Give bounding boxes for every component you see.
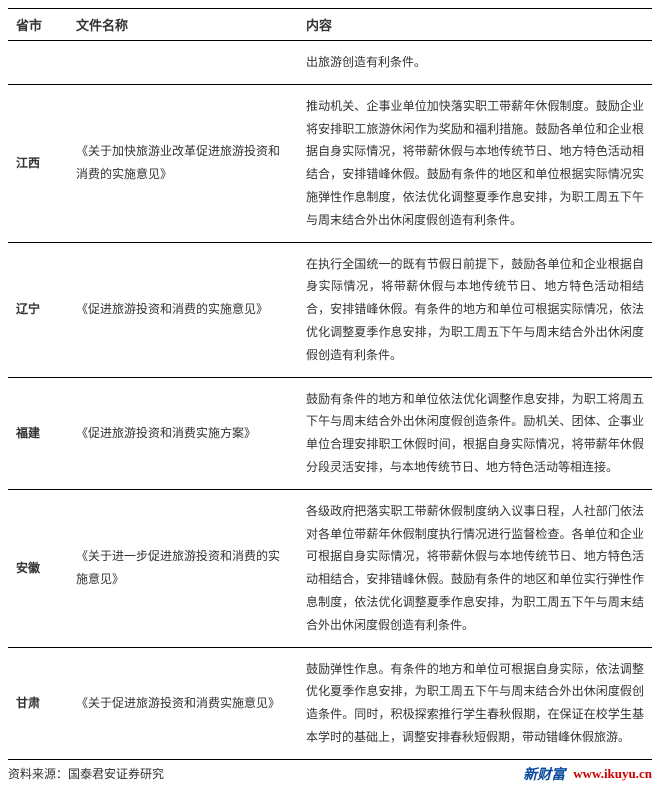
header-content: 内容: [298, 9, 652, 41]
table-row: 福建《促进旅游投资和消费实施方案》鼓励有条件的地方和单位依法优化调整作息安排，为…: [8, 377, 652, 489]
table-cell-document: 《关于促进旅游投资和消费实施意见》: [68, 647, 298, 759]
table-cell-document: 《关于进一步促进旅游投资和消费的实施意见》: [68, 489, 298, 647]
table-cell-province: 江西: [8, 84, 68, 242]
table-row: 辽宁《促进旅游投资和消费的实施意见》在执行全国统一的既有节假日前提下，鼓励各单位…: [8, 242, 652, 377]
table-cell-content: 在执行全国统一的既有节假日前提下，鼓励各单位和企业根据自身实际情况，将带薪休假与…: [298, 242, 652, 377]
policy-table: 省市 文件名称 内容 出旅游创造有利条件。江西《关于加快旅游业改革促进旅游投资和…: [8, 8, 652, 760]
table-cell-document: 《关于加快旅游业改革促进旅游投资和消费的实施意见》: [68, 84, 298, 242]
table-cell-province: 安徽: [8, 489, 68, 647]
header-document: 文件名称: [68, 9, 298, 41]
table-cell-document: [68, 41, 298, 85]
table-cell-province: 甘肃: [8, 647, 68, 759]
table-cell-document: 《促进旅游投资和消费的实施意见》: [68, 242, 298, 377]
header-province: 省市: [8, 9, 68, 41]
source-text: 资料来源：国泰君安证券研究: [8, 765, 164, 782]
brand-url: www.ikuyu.cn: [573, 766, 652, 782]
table-cell-province: 辽宁: [8, 242, 68, 377]
table-row: 江西《关于加快旅游业改革促进旅游投资和消费的实施意见》推动机关、企事业单位加快落…: [8, 84, 652, 242]
table-cell-content: 推动机关、企事业单位加快落实职工带薪年休假制度。鼓励企业将安排职工旅游休闲作为奖…: [298, 84, 652, 242]
footer: 资料来源：国泰君安证券研究 新财富 www.ikuyu.cn: [8, 764, 652, 784]
table-cell-content: 鼓励弹性作息。有条件的地方和单位可根据自身实际，依法调整优化夏季作息安排，为职工…: [298, 647, 652, 759]
table-row: 安徽《关于进一步促进旅游投资和消费的实施意见》各级政府把落实职工带薪休假制度纳入…: [8, 489, 652, 647]
table-cell-province: [8, 41, 68, 85]
table-cell-content: 鼓励有条件的地方和单位依法优化调整作息安排，为职工将周五下午与周末结合外出休闲度…: [298, 377, 652, 489]
brand-cn: 新财富: [523, 764, 565, 784]
table-row: 甘肃《关于促进旅游投资和消费实施意见》鼓励弹性作息。有条件的地方和单位可根据自身…: [8, 647, 652, 759]
brand: 新财富 www.ikuyu.cn: [523, 764, 652, 784]
table-cell-document: 《促进旅游投资和消费实施方案》: [68, 377, 298, 489]
table-cell-content: 各级政府把落实职工带薪休假制度纳入议事日程，人社部门依法对各单位带薪年休假制度执…: [298, 489, 652, 647]
table-cell-province: 福建: [8, 377, 68, 489]
table-cell-content: 出旅游创造有利条件。: [298, 41, 652, 85]
